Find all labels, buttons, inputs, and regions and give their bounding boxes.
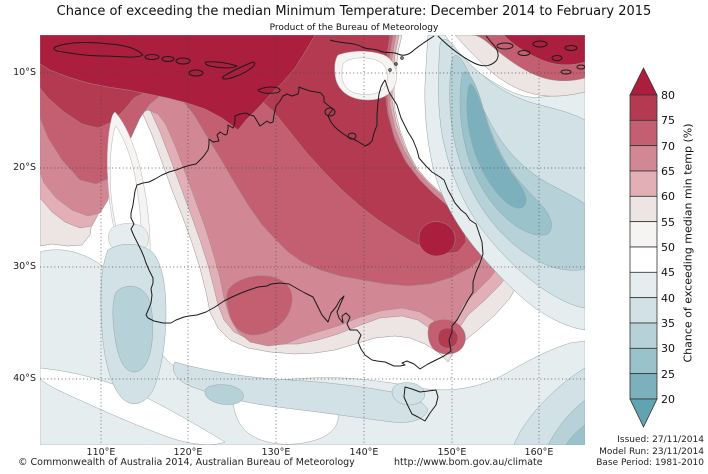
- topright-red-corner: [454, 35, 585, 97]
- coral-sea-blue-patch: [424, 35, 585, 331]
- lon-tick-150e: 150°E: [437, 447, 467, 458]
- torres-strait-island: [388, 68, 392, 72]
- colorbar-tick-40: 40: [661, 292, 675, 305]
- contour-band-30: [112, 286, 153, 373]
- solomon-island: [576, 64, 585, 70]
- lon-tick-160e: 160°E: [524, 447, 554, 458]
- colorbar-segment: [629, 297, 658, 324]
- flores-island: [204, 61, 238, 69]
- new-guinea-coastline: [329, 35, 435, 56]
- colorbar-tick-25: 25: [661, 368, 675, 381]
- tasmania-coastline: [403, 386, 439, 422]
- contour-band-30: [204, 384, 244, 405]
- colorbar-tick-75: 75: [661, 114, 675, 127]
- lon-tick-140e: 140°E: [349, 447, 379, 458]
- lat-tick-40s: 40°S: [13, 373, 36, 384]
- solomon-island: [560, 69, 572, 75]
- issued-date: Issued: 27/11/2014: [617, 435, 704, 445]
- contour-band-80: [40, 35, 316, 131]
- colorbar-segment: [629, 221, 658, 248]
- contour-blob-80-qld: [418, 221, 456, 257]
- colorbar-segment: [629, 195, 658, 223]
- red-mass-bands: [40, 35, 523, 363]
- base-period: Base Period: 1981-2010: [596, 458, 704, 468]
- java-island: [53, 41, 144, 58]
- page-subtitle: Product of the Bureau of Meteorology: [269, 23, 439, 33]
- colorbar-segment: [629, 145, 658, 172]
- colorbar-axis-label: Chance of exceeding median min temp (%): [681, 123, 695, 363]
- timor-island: [222, 61, 256, 80]
- colorbar-segment: [629, 322, 658, 349]
- png-island: [517, 50, 531, 56]
- lon-tick-130e: 130°E: [261, 447, 291, 458]
- colorbar-arrow-top: [629, 67, 658, 96]
- southwest-blue-patch: [100, 244, 167, 404]
- png-island: [532, 40, 548, 48]
- contour-blob-75-se: [437, 327, 459, 349]
- melville-island: [257, 86, 281, 94]
- torres-strait-island: [400, 56, 404, 60]
- png-island: [496, 42, 514, 50]
- colorbar-tick-60: 60: [661, 190, 675, 203]
- solomon-island: [551, 55, 563, 61]
- lombok-island: [144, 54, 160, 60]
- colorbar-segment: [629, 94, 658, 121]
- colorbar-segment: [629, 170, 658, 197]
- lat-tick-20s: 20°S: [13, 162, 36, 173]
- torres-strait-island: [394, 62, 398, 66]
- contour-band-20: [466, 83, 527, 209]
- solomon-island: [564, 45, 578, 51]
- lon-tick-110e: 110°E: [86, 447, 116, 458]
- southern-ocean-bands: [40, 249, 585, 445]
- new-guinea-east-coastline: [437, 35, 499, 67]
- contour-band-35: [391, 382, 425, 406]
- colorbar: [629, 67, 658, 428]
- groote-island: [324, 107, 336, 117]
- contour-band-45: [341, 57, 388, 95]
- contour-field: [40, 35, 585, 445]
- colorbar-segment: [629, 347, 658, 375]
- colorbar-tick-30: 30: [661, 342, 675, 355]
- colorbar-segment: [629, 246, 658, 273]
- lon-tick-120e: 120°E: [173, 447, 203, 458]
- sumba-island: [188, 69, 204, 77]
- model-run-date: Model Run: 23/11/2014: [599, 446, 704, 457]
- coastlines: [53, 35, 585, 422]
- contour-band-25: [565, 424, 585, 445]
- copyright-notice: © Commonwealth of Australia 2014, Austra…: [18, 457, 355, 468]
- southeast-corner-blue: [513, 367, 585, 445]
- sumbawa-island: [161, 56, 175, 62]
- colorbar-tick-65: 65: [661, 165, 675, 178]
- sunda-island: [175, 57, 191, 65]
- wellesley-island: [347, 132, 357, 140]
- bom-climate-url: http://www.bom.gov.au/climate: [394, 457, 543, 468]
- lat-tick-10s: 10°S: [13, 67, 36, 78]
- colorbar-tick-35: 35: [661, 317, 675, 330]
- issue-info-block: Issued: 27/11/2014 Model Run: 23/11/2014…: [596, 435, 704, 470]
- colorbar-tick-70: 70: [661, 140, 675, 153]
- colorbar-segment: [629, 119, 658, 147]
- colorbar-tick-50: 50: [661, 241, 675, 254]
- colorbar-tick-55: 55: [661, 216, 675, 229]
- colorbar-arrow-bottom: [629, 398, 658, 428]
- colorbar-tick-20: 20: [661, 393, 675, 406]
- colorbar-tick-45: 45: [661, 266, 675, 279]
- colorbar-segment: [629, 373, 658, 400]
- australia-coastline: [130, 79, 484, 370]
- colorbar-tick-80: 80: [661, 89, 675, 102]
- colorbar-segment: [629, 271, 658, 299]
- lat-tick-30s: 30°S: [13, 261, 36, 272]
- graticule-gridlines: [40, 35, 585, 445]
- page-title: Chance of exceeding the median Minimum T…: [56, 4, 652, 19]
